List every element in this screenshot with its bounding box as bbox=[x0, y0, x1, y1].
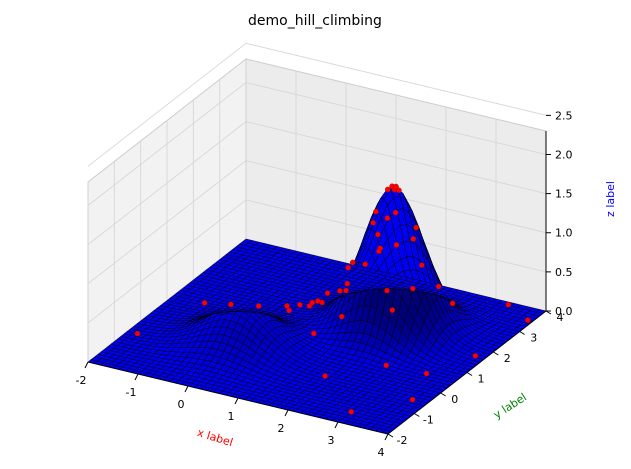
data-point bbox=[413, 224, 420, 231]
z-tick-label: 0.0 bbox=[555, 305, 573, 318]
data-point bbox=[410, 236, 417, 242]
y-tick-mark bbox=[414, 413, 420, 417]
grid-line-z bbox=[87, 199, 547, 324]
data-point bbox=[322, 373, 328, 379]
z-tick-label: 1.0 bbox=[555, 227, 573, 240]
x-tick-label: -1 bbox=[126, 386, 137, 399]
data-point bbox=[383, 362, 390, 369]
data-point bbox=[337, 288, 343, 294]
data-point bbox=[344, 280, 351, 287]
x-tick-label: 4 bbox=[378, 446, 385, 459]
y-tick-label: -1 bbox=[423, 414, 434, 427]
y-tick-mark bbox=[387, 433, 394, 438]
data-point bbox=[348, 408, 355, 415]
data-point bbox=[134, 330, 141, 337]
data-point bbox=[255, 303, 262, 309]
y-axis-label: y label bbox=[491, 391, 529, 422]
data-point bbox=[345, 264, 351, 271]
grid-line-z bbox=[87, 121, 547, 245]
y-tick-mark bbox=[493, 351, 499, 356]
x-tick-mark bbox=[134, 373, 139, 381]
data-point bbox=[284, 302, 290, 309]
data-point bbox=[286, 307, 292, 314]
y-tick-mark bbox=[519, 331, 525, 335]
surface-cell bbox=[242, 238, 253, 244]
z-tick-label: 2.0 bbox=[555, 149, 573, 162]
data-point bbox=[505, 301, 512, 308]
z-axis-label: z label bbox=[604, 181, 617, 217]
data-point bbox=[435, 283, 442, 290]
data-point bbox=[310, 330, 317, 337]
data-point bbox=[472, 352, 479, 359]
data-point bbox=[349, 259, 356, 266]
y-tick-label: 2 bbox=[504, 352, 511, 365]
x-tick-label: 2 bbox=[278, 422, 285, 435]
x-tick-mark bbox=[184, 385, 189, 393]
z-tick-label: 0.5 bbox=[555, 266, 573, 279]
data-point bbox=[338, 313, 345, 320]
x-tick-mark bbox=[384, 433, 389, 441]
data-point bbox=[376, 248, 382, 254]
data-point bbox=[525, 317, 531, 323]
x-tick-label: 0 bbox=[178, 398, 185, 411]
x-tick-mark bbox=[284, 409, 289, 417]
data-point bbox=[309, 299, 316, 306]
y-tick-mark bbox=[440, 392, 446, 397]
data-point bbox=[423, 370, 430, 377]
data-point bbox=[297, 301, 303, 308]
grid-line-z bbox=[87, 160, 547, 285]
data-point bbox=[375, 231, 381, 238]
data-point bbox=[396, 187, 402, 194]
z-tick-label: 2.5 bbox=[555, 109, 573, 122]
x-tick-label: -2 bbox=[76, 374, 87, 387]
data-point bbox=[373, 208, 379, 215]
data-point bbox=[418, 262, 425, 269]
x-tick-label: 1 bbox=[228, 410, 235, 423]
z-tick-label: 1.5 bbox=[555, 188, 573, 201]
data-point bbox=[449, 300, 456, 307]
data-point bbox=[384, 186, 391, 193]
data-point bbox=[392, 209, 399, 216]
data-point bbox=[384, 215, 391, 221]
grid-line-z bbox=[87, 82, 547, 206]
data-point bbox=[324, 290, 331, 296]
data-point bbox=[343, 287, 349, 294]
scatter-points bbox=[134, 183, 531, 415]
data-point bbox=[409, 396, 416, 403]
data-point bbox=[314, 298, 321, 304]
data-point bbox=[384, 287, 390, 294]
data-point bbox=[228, 301, 234, 308]
y-tick-mark bbox=[466, 372, 473, 376]
x-axis-label: x label bbox=[196, 426, 235, 449]
y-tick-label: -2 bbox=[397, 434, 408, 447]
data-point bbox=[409, 285, 416, 292]
grid-line-z bbox=[87, 42, 547, 167]
data-point bbox=[393, 242, 400, 248]
y-tick-label: 3 bbox=[530, 332, 537, 345]
data-point bbox=[393, 183, 399, 190]
x-tick-mark bbox=[334, 421, 339, 429]
y-tick-label: 4 bbox=[557, 311, 564, 324]
x-tick-mark bbox=[84, 361, 89, 369]
chart-title: demo_hill_climbing bbox=[248, 13, 382, 29]
data-point bbox=[362, 261, 369, 268]
y-tick-label: 0 bbox=[451, 393, 458, 406]
x-tick-mark bbox=[234, 397, 239, 405]
data-point bbox=[389, 307, 396, 313]
data-point bbox=[201, 300, 208, 306]
data-point bbox=[370, 219, 376, 226]
y-tick-label: 1 bbox=[478, 373, 485, 386]
x-tick-label: 3 bbox=[328, 434, 335, 447]
